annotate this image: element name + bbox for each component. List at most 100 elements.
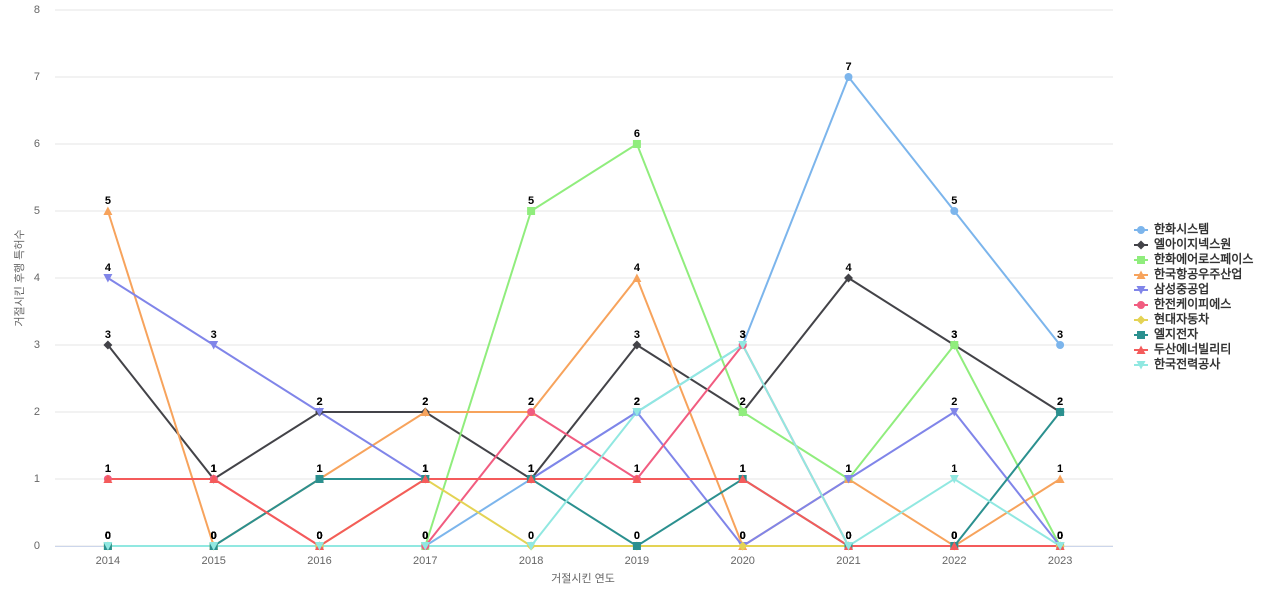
y-tick-label: 1 [34,473,40,485]
data-label: 1 [211,463,217,475]
data-label: 0 [845,530,851,542]
data-point [632,542,641,550]
legend-label: 엘지전자 [1154,326,1198,341]
data-point [950,341,959,349]
data-label: 1 [528,463,534,475]
data-point [103,274,113,283]
data-label: 0 [1057,530,1063,542]
legend-marker [1136,315,1146,325]
data-label: 0 [105,530,111,542]
data-label: 0 [740,530,746,542]
data-label: 2 [634,396,640,408]
data-point [103,206,113,215]
data-label: 1 [1057,463,1063,475]
data-point [844,73,853,81]
data-point [738,474,748,483]
data-label: 0 [211,530,217,542]
data-label: 6 [634,128,640,140]
data-label: 0 [211,530,217,542]
data-label: 3 [211,329,217,341]
data-label: 0 [528,530,534,542]
data-point [632,340,642,350]
data-label: 2 [740,396,746,408]
y-axis-title: 거절시킨 후행 특허수 [13,229,26,326]
data-label: 3 [105,329,111,341]
data-label: 0 [422,530,428,542]
x-tick-label: 2021 [836,555,860,567]
data-label: 0 [105,530,111,542]
legend-label: 한화시스템 [1154,221,1209,236]
data-point [950,207,959,215]
data-label: 0 [316,530,322,542]
data-label: 3 [1057,329,1063,341]
data-label: 2 [422,396,428,408]
data-label: 1 [211,463,217,475]
data-label: 0 [634,530,640,542]
data-label: 1 [740,463,746,475]
data-label: 4 [634,262,641,274]
x-tick-label: 2019 [625,555,649,567]
data-point [738,408,747,416]
data-point [527,207,536,215]
data-label: 3 [740,329,746,341]
data-label: 0 [845,530,851,542]
data-label: 0 [422,530,428,542]
data-label: 2 [528,396,534,408]
data-label: 0 [316,530,322,542]
data-label: 3 [740,329,746,341]
x-tick-label: 2017 [413,555,437,567]
series-line [106,210,1061,548]
legend-marker [1137,226,1145,234]
data-label: 1 [211,463,217,475]
data-point [315,475,324,483]
data-label: 0 [422,530,428,542]
legend-label: 삼성중공업 [1154,281,1209,296]
data-label: 0 [1057,530,1063,542]
data-label: 2 [634,396,640,408]
data-label: 2 [1057,396,1063,408]
data-label: 1 [845,463,851,475]
data-point [738,341,748,350]
y-tick-label: 0 [34,540,40,552]
data-point [103,542,113,551]
data-point [315,542,324,551]
series-line [107,343,1061,547]
data-label: 1 [316,463,322,475]
data-label: 4 [845,262,852,274]
data-label: 2 [951,396,957,408]
data-label: 3 [951,329,957,341]
y-tick-label: 3 [34,339,40,351]
data-label: 0 [1057,530,1063,542]
data-point [632,474,642,483]
series-line [107,75,1061,547]
y-tick-label: 8 [34,4,40,16]
data-label: 0 [845,530,851,542]
data-label: 0 [951,530,957,542]
data-point [632,140,641,148]
data-label: 0 [316,530,322,542]
data-point [1055,474,1065,483]
data-label: 1 [422,463,428,475]
data-label: 0 [316,530,322,542]
data-label: 1 [951,463,957,475]
legend-marker [1137,301,1145,309]
data-label: 0 [951,530,957,542]
data-label: 2 [634,396,640,408]
data-point [1056,408,1065,416]
data-label: 2 [740,396,746,408]
data-point [209,542,219,551]
data-point [632,273,642,282]
data-label: 1 [422,463,428,475]
data-label: 2 [316,396,322,408]
x-tick-label: 2022 [942,555,966,567]
legend-marker [1137,331,1145,339]
data-label: 1 [422,463,428,475]
data-label: 0 [211,530,217,542]
data-label: 1 [528,463,534,475]
data-label: 3 [951,329,957,341]
data-point [844,475,853,484]
data-label: 1 [422,463,428,475]
legend-label: 현대자동차 [1154,311,1209,326]
y-tick-label: 5 [34,205,40,217]
